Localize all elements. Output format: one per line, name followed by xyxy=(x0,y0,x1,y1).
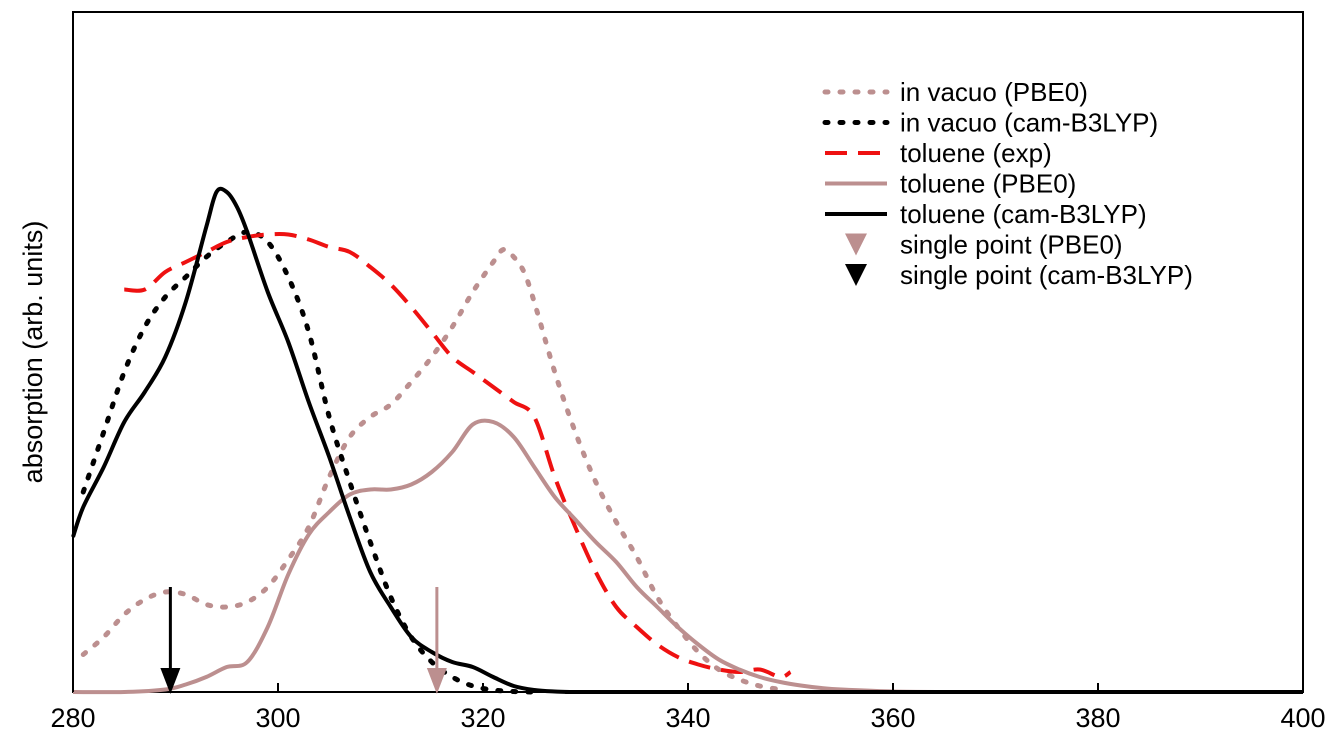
marker-single-point-pbe0 xyxy=(426,668,447,694)
series-line-toluene-cam-b3lyp xyxy=(71,186,1303,695)
series-layer xyxy=(71,186,1303,695)
legend-swatch-single-point-pbe0 xyxy=(845,233,867,256)
x-tick-label: 340 xyxy=(665,703,710,733)
legend-label-single-point-pbe0: single point (PBE0) xyxy=(900,230,1123,260)
x-axis-ticks: 280 300 320 340 360 380 400 xyxy=(50,683,1326,733)
series-line-in-vacuo-pbe0 xyxy=(80,246,783,692)
legend-label-toluene-exp: toluene (exp) xyxy=(900,138,1052,168)
legend-label-in-vacuo-cam-b3lyp: in vacuo (cam-B3LYP) xyxy=(900,108,1158,138)
series-line-toluene-exp xyxy=(124,232,792,680)
marker-layer xyxy=(160,587,447,694)
x-tick-label: 400 xyxy=(1280,703,1325,733)
x-tick-label: 320 xyxy=(460,703,505,733)
x-tick-label: 300 xyxy=(255,703,300,733)
marker-single-point-cam-b3lyp xyxy=(160,668,181,694)
x-tick-label: 380 xyxy=(1075,703,1120,733)
x-tick-label: 360 xyxy=(870,703,915,733)
legend: in vacuo (PBE0)in vacuo (cam-B3LYP)tolue… xyxy=(822,77,1193,290)
legend-label-toluene-cam-b3lyp: toluene (cam-B3LYP) xyxy=(900,199,1147,229)
legend-swatch-single-point-cam-b3lyp xyxy=(845,264,867,286)
x-tick-label: 280 xyxy=(50,703,95,733)
series-line-in-vacuo-cam-b3lyp xyxy=(80,229,537,695)
y-axis-label: absorption (arb. units) xyxy=(18,221,48,484)
series-line-toluene-pbe0 xyxy=(72,418,1303,695)
legend-label-single-point-cam-b3lyp: single point (cam-B3LYP) xyxy=(900,260,1193,290)
legend-label-in-vacuo-pbe0: in vacuo (PBE0) xyxy=(900,77,1088,107)
legend-label-toluene-pbe0: toluene (PBE0) xyxy=(900,169,1076,199)
